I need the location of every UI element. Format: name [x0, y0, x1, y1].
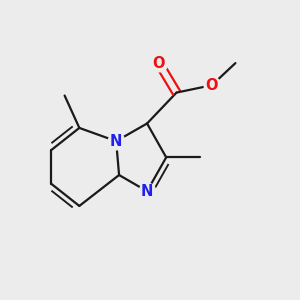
Text: O: O	[206, 78, 218, 93]
Text: O: O	[153, 56, 165, 70]
Text: N: N	[141, 184, 153, 199]
Text: N: N	[110, 134, 122, 149]
